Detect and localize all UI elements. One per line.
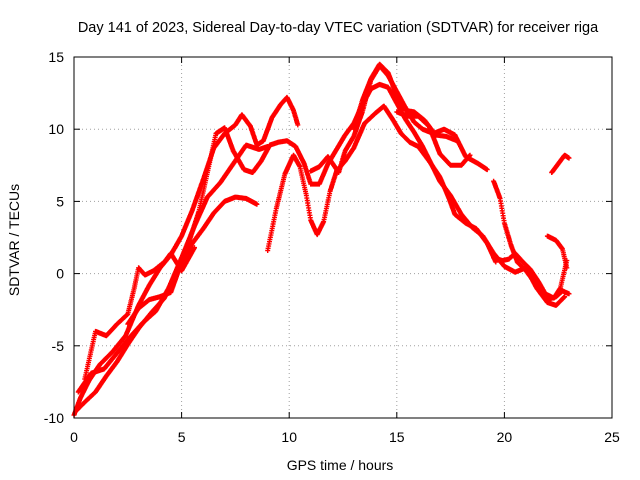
series-markers: [394, 109, 473, 168]
plot-frame: [73, 56, 613, 419]
series-track-5: [82, 245, 197, 382]
y-tick-labels: -10 -5 0 5 10 15: [44, 49, 64, 426]
series-markers: [75, 142, 271, 395]
y-axis-label: SDTVAR / TECUs: [6, 184, 22, 296]
x-tick-label: 5: [178, 429, 186, 445]
x-tick-label: 20: [497, 429, 513, 445]
series-track-12: [544, 233, 570, 271]
y-tick-label: 10: [48, 121, 64, 137]
x-tick-label: 15: [389, 429, 405, 445]
x-tick-labels: 0 5 10 15 20 25: [70, 429, 620, 445]
series-track-4: [125, 194, 260, 327]
series-markers: [544, 233, 570, 271]
series-markers: [125, 194, 260, 327]
series-track-13: [549, 152, 572, 175]
x-axis-label: GPS time / hours: [287, 457, 394, 473]
x-tick-label: 25: [604, 429, 620, 445]
series-markers: [549, 152, 572, 175]
grid: [74, 57, 612, 418]
series-markers: [82, 245, 197, 382]
x-tick-label: 0: [70, 429, 78, 445]
y-tick-label: 15: [48, 49, 64, 65]
series-markers: [491, 250, 570, 301]
series-track-9: [394, 109, 473, 168]
axis-ticks: [73, 56, 613, 419]
series-track-11: [491, 250, 570, 301]
y-tick-label: -10: [44, 410, 64, 426]
y-tick-label: -5: [52, 338, 65, 354]
y-tick-label: 5: [56, 193, 64, 209]
chart-title: Day 141 of 2023, Sidereal Day-to-day VTE…: [78, 20, 599, 36]
x-tick-label: 10: [281, 429, 297, 445]
data-points: [71, 61, 572, 418]
y-tick-label: 0: [56, 266, 64, 282]
series-track-3: [75, 142, 271, 395]
